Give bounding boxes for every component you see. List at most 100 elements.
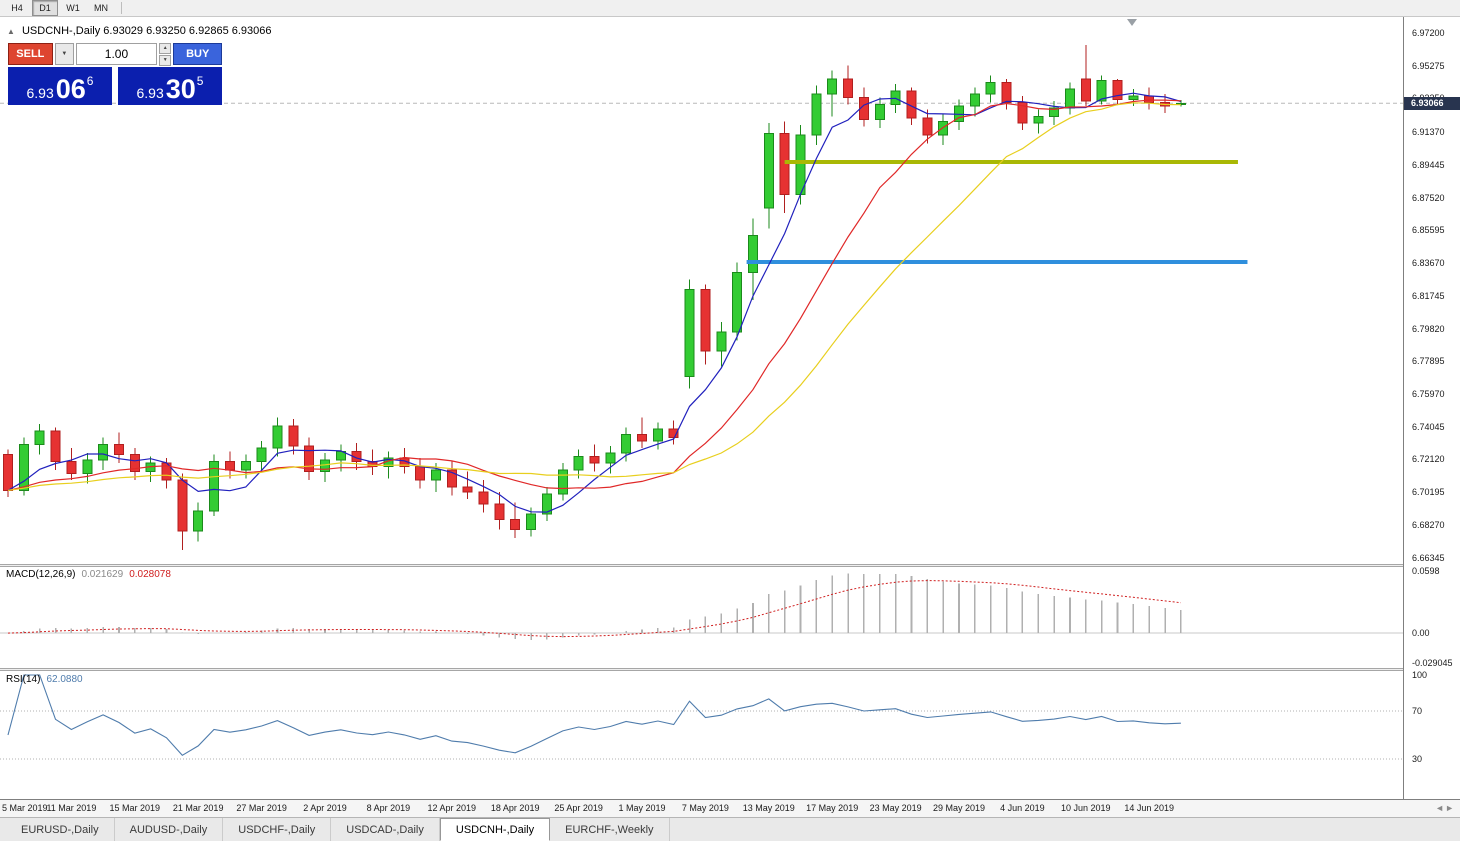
price-axis-tick: 6.72120 [1412, 454, 1445, 465]
tab-usdcnh-daily[interactable]: USDCNH-,Daily [439, 818, 551, 841]
volume-preset-dropdown[interactable]: ▼ [54, 43, 74, 65]
time-axis-label: 10 Jun 2019 [1061, 803, 1111, 813]
price-axis-tick: 6.81745 [1412, 290, 1445, 301]
macd-pane[interactable] [0, 567, 1403, 668]
buy-price-pips: 30 [165, 74, 196, 105]
time-axis-label: 12 Apr 2019 [427, 803, 477, 813]
scroll-left-icon[interactable]: ◄ [1435, 803, 1446, 813]
ma-line-slow [7, 102, 1181, 491]
macd-signal-value: 0.028078 [129, 569, 171, 580]
time-axis-label: 5 Mar 2019 [2, 803, 48, 813]
candles-series [3, 44, 1186, 550]
macd-axis-tick: 0.0598 [1412, 566, 1440, 577]
time-axis-label: 25 Apr 2019 [554, 803, 603, 813]
buy-price-sup: 5 [196, 74, 204, 88]
rsi-axis-tick: 100 [1412, 669, 1428, 680]
buy-price-main: 6.93 [136, 84, 164, 101]
price-axis-tick: 6.79820 [1412, 323, 1445, 334]
macd-name: MACD(12,26,9) [6, 569, 76, 580]
timeframe-button-w1[interactable]: W1 [60, 0, 86, 16]
tab-usdchf-daily[interactable]: USDCHF-,Daily [223, 818, 332, 841]
sell-button[interactable]: SELL [8, 43, 53, 65]
time-axis-label: 17 May 2019 [806, 803, 859, 813]
price-chart-pane[interactable] [0, 17, 1403, 564]
ohlc-values: 6.93029 6.93250 6.92865 6.93066 [103, 25, 272, 37]
price-axis-tick: 6.75970 [1412, 388, 1445, 399]
collapse-panel-icon[interactable]: ▲ [7, 27, 15, 36]
volume-decrease-button[interactable]: ▼ [158, 55, 172, 66]
macd-axis-tick: 0.00 [1412, 628, 1430, 639]
chevron-down-icon: ▼ [61, 51, 68, 57]
current-price-badge: 6.93066 [1404, 97, 1460, 111]
rsi-line [7, 674, 1181, 757]
volume-stepper: ▲ ▼ [158, 43, 172, 66]
time-axis-label: 15 Mar 2019 [109, 803, 161, 813]
price-axis-tick: 6.85595 [1412, 225, 1445, 236]
timeframe-button-h4[interactable]: H4 [4, 0, 30, 16]
time-axis-label: 18 Apr 2019 [490, 803, 540, 813]
rsi-axis-tick: 30 [1412, 754, 1423, 764]
chart-tab-bar: EURUSD-,Daily AUDUSD-,Daily USDCHF-,Daily U… [0, 817, 1460, 841]
pane-splitter[interactable] [0, 564, 1460, 567]
macd-main-value: 0.021629 [81, 569, 124, 580]
time-axis-label: 4 Jun 2019 [1000, 803, 1045, 813]
price-axis-tick: 6.91370 [1412, 127, 1445, 138]
time-axis-label: 7 May 2019 [681, 803, 729, 813]
tab-audusd-daily[interactable]: AUDUSD-,Daily [115, 818, 224, 841]
tab-eurchf-weekly[interactable]: EURCHF-,Weekly [550, 818, 670, 841]
sell-price-pips: 06 [55, 74, 86, 105]
price-axis[interactable]: 6.93066 6.972006.952756.933506.913706.89… [1403, 17, 1460, 799]
timeframe-button-mn[interactable]: MN [88, 0, 114, 16]
macd-indicator-label: MACD(12,26,9) 0.021629 0.028078 [6, 569, 171, 580]
price-axis-tick: 6.70195 [1412, 487, 1445, 498]
macd-signal-line [7, 580, 1181, 638]
tab-usdcad-daily[interactable]: USDCAD-,Daily [331, 818, 440, 841]
rsi-value: 62.0880 [46, 674, 83, 685]
price-axis-tick: 6.97200 [1412, 27, 1445, 38]
time-axis-label: 23 May 2019 [869, 803, 922, 813]
sell-price-main: 6.93 [26, 84, 54, 101]
price-axis-tick: 6.77895 [1412, 356, 1445, 367]
scroll-right-icon[interactable]: ► [1445, 803, 1455, 813]
rsi-pane[interactable] [0, 671, 1403, 799]
price-axis-tick: 6.83670 [1412, 258, 1445, 269]
pane-splitter[interactable] [0, 668, 1460, 671]
chart-ohlc-header: ▲ USDCNH-,Daily 6.93029 6.93250 6.92865 … [7, 25, 272, 37]
volume-increase-button[interactable]: ▲ [158, 43, 172, 54]
time-axis[interactable]: ◄► 5 Mar 2019 11 Mar 2019 15 Mar 2019 21 Ma… [0, 799, 1460, 817]
chart-shift-marker-icon [1127, 19, 1137, 26]
rsi-name: RSI(14) [6, 674, 41, 685]
rsi-axis-tick: 70 [1412, 705, 1423, 716]
time-axis-label: 13 May 2019 [742, 803, 795, 813]
time-axis-label: 29 May 2019 [932, 803, 986, 813]
time-axis-label: 11 Mar 2019 [46, 803, 97, 813]
tab-eurusd-daily[interactable]: EURUSD-,Daily [6, 818, 115, 841]
buy-button[interactable]: BUY [173, 43, 222, 65]
timeframe-toolbar: H4 D1 W1 MN [0, 0, 1460, 17]
macd-histogram [23, 573, 1182, 640]
price-axis-tick: 6.68270 [1412, 519, 1445, 530]
price-axis-tick: 6.66345 [1412, 552, 1445, 563]
time-axis-label: 1 May 2019 [618, 803, 666, 813]
timeframe-button-d1[interactable]: D1 [32, 0, 58, 16]
symbol-title: USDCNH-,Daily [21, 25, 101, 37]
sell-price-sup: 6 [86, 74, 94, 88]
toolbar-separator [121, 2, 122, 14]
time-axis-label: 21 Mar 2019 [172, 803, 224, 813]
ma-line-fast [7, 92, 1182, 513]
sell-price-display[interactable]: 6.93 06 6 [8, 67, 112, 105]
time-axis-label: 14 Jun 2019 [1124, 803, 1174, 813]
macd-axis-tick: -0.029045 [1412, 658, 1453, 669]
axis-corner: ◄► [1435, 803, 1455, 813]
price-axis-tick: 6.89445 [1412, 159, 1445, 170]
buy-price-display[interactable]: 6.93 30 5 [118, 67, 222, 105]
price-axis-tick: 6.95275 [1412, 60, 1445, 71]
price-axis-tick: 6.87520 [1412, 192, 1445, 203]
time-axis-label: 2 Apr 2019 [303, 803, 347, 813]
price-axis-tick: 6.74045 [1412, 421, 1445, 432]
time-axis-label: 8 Apr 2019 [366, 803, 411, 813]
volume-input[interactable] [75, 43, 157, 65]
time-axis-label: 27 Mar 2019 [236, 803, 287, 813]
